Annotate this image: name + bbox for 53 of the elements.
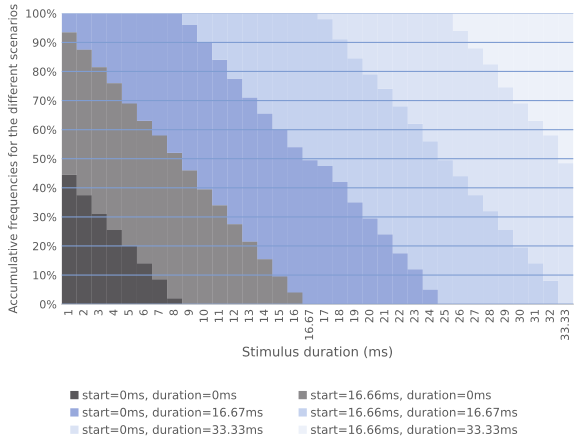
y-axis-title: Accumulative frequencies for the different scenarios (8, 4, 20, 314)
y-tick-label: 60% (32, 126, 56, 134)
x-tick-label: 10 (199, 310, 208, 322)
legend-label: start=16.66ms, duration=16.67ms (311, 408, 518, 418)
x-tick-label: 28 (485, 310, 494, 322)
x-tick-label: 19 (350, 310, 358, 322)
y-tick-label: 80% (32, 67, 56, 76)
x-tick-label: 14 (260, 310, 268, 322)
x-tick-label: 7 (154, 310, 163, 316)
y-tick-label: 10% (33, 271, 56, 280)
x-tick-label: 21 (380, 310, 388, 322)
x-tick-label: 30 (515, 310, 524, 322)
legend-label: start=0ms, duration=16.67ms (82, 408, 263, 418)
x-tick-label: 17 (320, 310, 328, 322)
x-tick-label: 16 (290, 310, 298, 322)
x-tick-label: 32 (546, 310, 554, 322)
x-tick-label: 13 (244, 310, 254, 322)
x-tick-label: 5 (124, 310, 133, 316)
x-tick-label: 9 (184, 310, 193, 316)
y-tick-label: 40% (32, 184, 56, 192)
x-tick-label: 16.67 (304, 310, 314, 340)
legend-label: start=0ms, duration=0ms (82, 390, 236, 401)
y-tick-label: 30% (33, 212, 56, 222)
x-tick-label: 15 (274, 310, 284, 322)
x-tick-label: 24 (425, 310, 434, 322)
y-tick-label: 0% (40, 300, 56, 309)
x-tick-label: 18 (334, 310, 344, 322)
x-tick-label: 27 (470, 310, 479, 322)
x-tick-label: 25 (440, 310, 449, 322)
x-tick-label: 22 (395, 310, 404, 322)
y-tick-label: 50% (33, 154, 56, 164)
x-tick-label: 11 (214, 310, 223, 322)
legend-label: start=16.66ms, duration=33.33ms (311, 424, 518, 436)
x-tick-label: 26 (455, 310, 464, 322)
y-tick-label: 70% (33, 96, 56, 105)
y-tick-label: 100% (26, 9, 56, 18)
x-tick-label: 29 (500, 310, 509, 322)
x-tick-label: 33.33 (560, 310, 569, 340)
x-tick-label: 23 (410, 310, 419, 322)
x-tick-label: 2 (79, 310, 88, 316)
x-tick-label: 6 (139, 310, 148, 316)
x-tick-label: 3 (94, 310, 103, 316)
y-tick-label: 20% (32, 242, 56, 250)
x-tick-label: 12 (230, 310, 238, 322)
x-tick-label: 31 (530, 310, 539, 322)
x-tick-label: 1 (64, 310, 72, 315)
legend-label: start=16.66ms, duration=0ms (311, 390, 491, 401)
legend-label: start=0ms, duration=33.33ms (82, 424, 263, 436)
x-tick-label: 4 (109, 310, 118, 316)
y-tick-label: 90% (32, 38, 56, 47)
x-tick-label: 20 (365, 310, 374, 322)
x-axis-title: Stimulus duration (ms) (242, 346, 392, 358)
x-tick-label: 8 (169, 310, 178, 316)
